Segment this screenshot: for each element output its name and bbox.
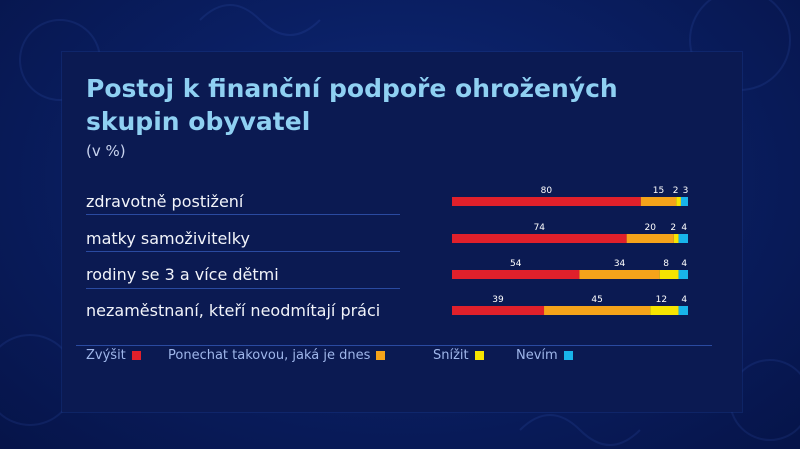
bar-segment bbox=[650, 306, 679, 315]
bar-segment bbox=[678, 306, 688, 315]
chart-panel bbox=[62, 52, 742, 412]
bar-segment bbox=[452, 306, 545, 315]
chart-title: Postoj k finanční podpoře ohrožených sku… bbox=[86, 74, 618, 136]
category-label-1: zdravotně postižení bbox=[86, 192, 244, 211]
bar-segment bbox=[452, 270, 580, 279]
data-label: 2 bbox=[670, 223, 676, 233]
legend-item-ponechat: Ponechat takovou, jaká je dnes bbox=[168, 348, 386, 363]
row-separator bbox=[86, 214, 400, 215]
bar-segment bbox=[673, 234, 679, 243]
legend-label: Ponechat takovou, jaká je dnes bbox=[168, 348, 371, 363]
bar-segment bbox=[452, 234, 627, 243]
data-label: 8 bbox=[663, 259, 669, 269]
legend-item-nevim: Nevím bbox=[516, 348, 573, 363]
legend-label: Nevím bbox=[516, 348, 558, 363]
data-label: 2 bbox=[673, 186, 679, 196]
category-label-4: nezaměstnaní, kteří neodmítají práci bbox=[86, 301, 381, 320]
legend-separator bbox=[76, 345, 712, 346]
data-label: 20 bbox=[645, 223, 657, 233]
bar-segment bbox=[626, 234, 674, 243]
data-label: 45 bbox=[591, 295, 602, 305]
bar-segment bbox=[678, 270, 688, 279]
chart-subtitle: (v %) bbox=[86, 142, 126, 160]
stacked-bar-chart: 80 15 2 374 20 2 454 34 8 439 45 12 4 bbox=[452, 186, 689, 315]
legend-swatch bbox=[563, 351, 573, 360]
legend-item-snizit: Snížit bbox=[433, 348, 484, 363]
data-label: 39 bbox=[492, 295, 504, 305]
legend-item-zvysit: Zvýšit bbox=[86, 348, 141, 363]
data-label: 3 bbox=[683, 186, 689, 196]
data-label: 74 bbox=[534, 223, 546, 233]
bar-segment bbox=[452, 197, 641, 206]
legend-swatch bbox=[131, 351, 141, 360]
bar-segment bbox=[659, 270, 679, 279]
bar-segment bbox=[579, 270, 660, 279]
legend-label: Zvýšit bbox=[86, 348, 126, 363]
category-label-2: matky samoživitelky bbox=[86, 229, 250, 248]
row-separator bbox=[86, 251, 400, 252]
legend-swatch bbox=[376, 351, 386, 360]
legend-swatch bbox=[474, 351, 484, 360]
bar-segment bbox=[544, 306, 651, 315]
data-label: 4 bbox=[681, 223, 687, 233]
bar-segment bbox=[680, 197, 688, 206]
bar-segment bbox=[676, 197, 681, 206]
data-label: 4 bbox=[681, 295, 687, 305]
data-label: 54 bbox=[510, 259, 522, 269]
bar-segment bbox=[678, 234, 688, 243]
data-label: 12 bbox=[656, 295, 667, 305]
data-label: 34 bbox=[614, 259, 626, 269]
bar-segment bbox=[640, 197, 677, 206]
row-separator bbox=[86, 288, 400, 289]
data-label: 80 bbox=[541, 186, 553, 196]
data-label: 4 bbox=[681, 259, 687, 269]
data-label: 15 bbox=[653, 186, 664, 196]
category-label-3: rodiny se 3 a více dětmi bbox=[86, 265, 279, 284]
legend-label: Snížit bbox=[433, 348, 469, 363]
